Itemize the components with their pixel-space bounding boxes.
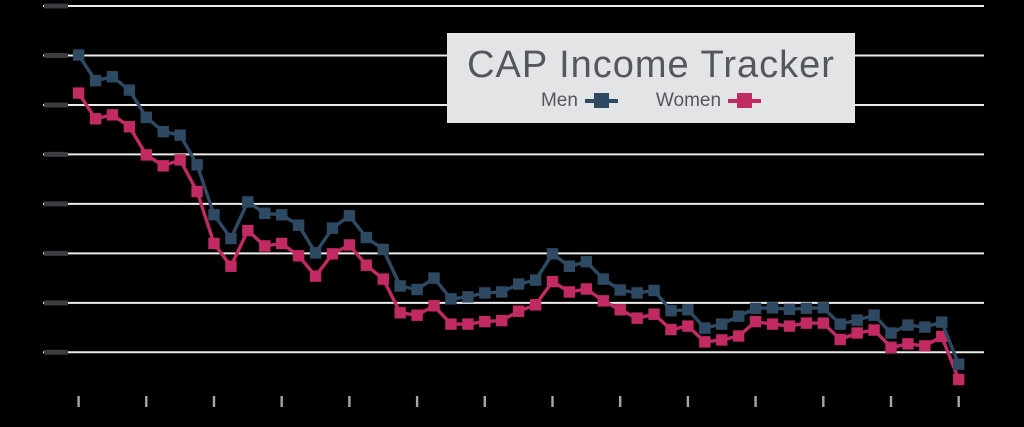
men-series-marker-icon bbox=[584, 93, 618, 108]
legend-entry-women: Women bbox=[655, 90, 762, 111]
y-axis-labels bbox=[44, 3, 68, 355]
legend-label-women: Women bbox=[655, 90, 722, 111]
chart-legend: CAP Income Tracker Men Women bbox=[447, 33, 855, 123]
women-series-marker-icon bbox=[728, 93, 762, 108]
legend-square-men bbox=[593, 93, 609, 108]
women-series-line bbox=[77, 92, 961, 381]
legend-label-men: Men bbox=[540, 90, 578, 111]
legend-entries: Men Women bbox=[541, 90, 762, 111]
legend-square-women bbox=[737, 93, 753, 108]
x-axis-ticks bbox=[77, 396, 960, 407]
legend-entry-men: Men bbox=[541, 91, 618, 110]
men-series bbox=[72, 49, 965, 370]
women-series bbox=[72, 87, 965, 386]
chart-title: CAP Income Tracker bbox=[467, 44, 835, 86]
